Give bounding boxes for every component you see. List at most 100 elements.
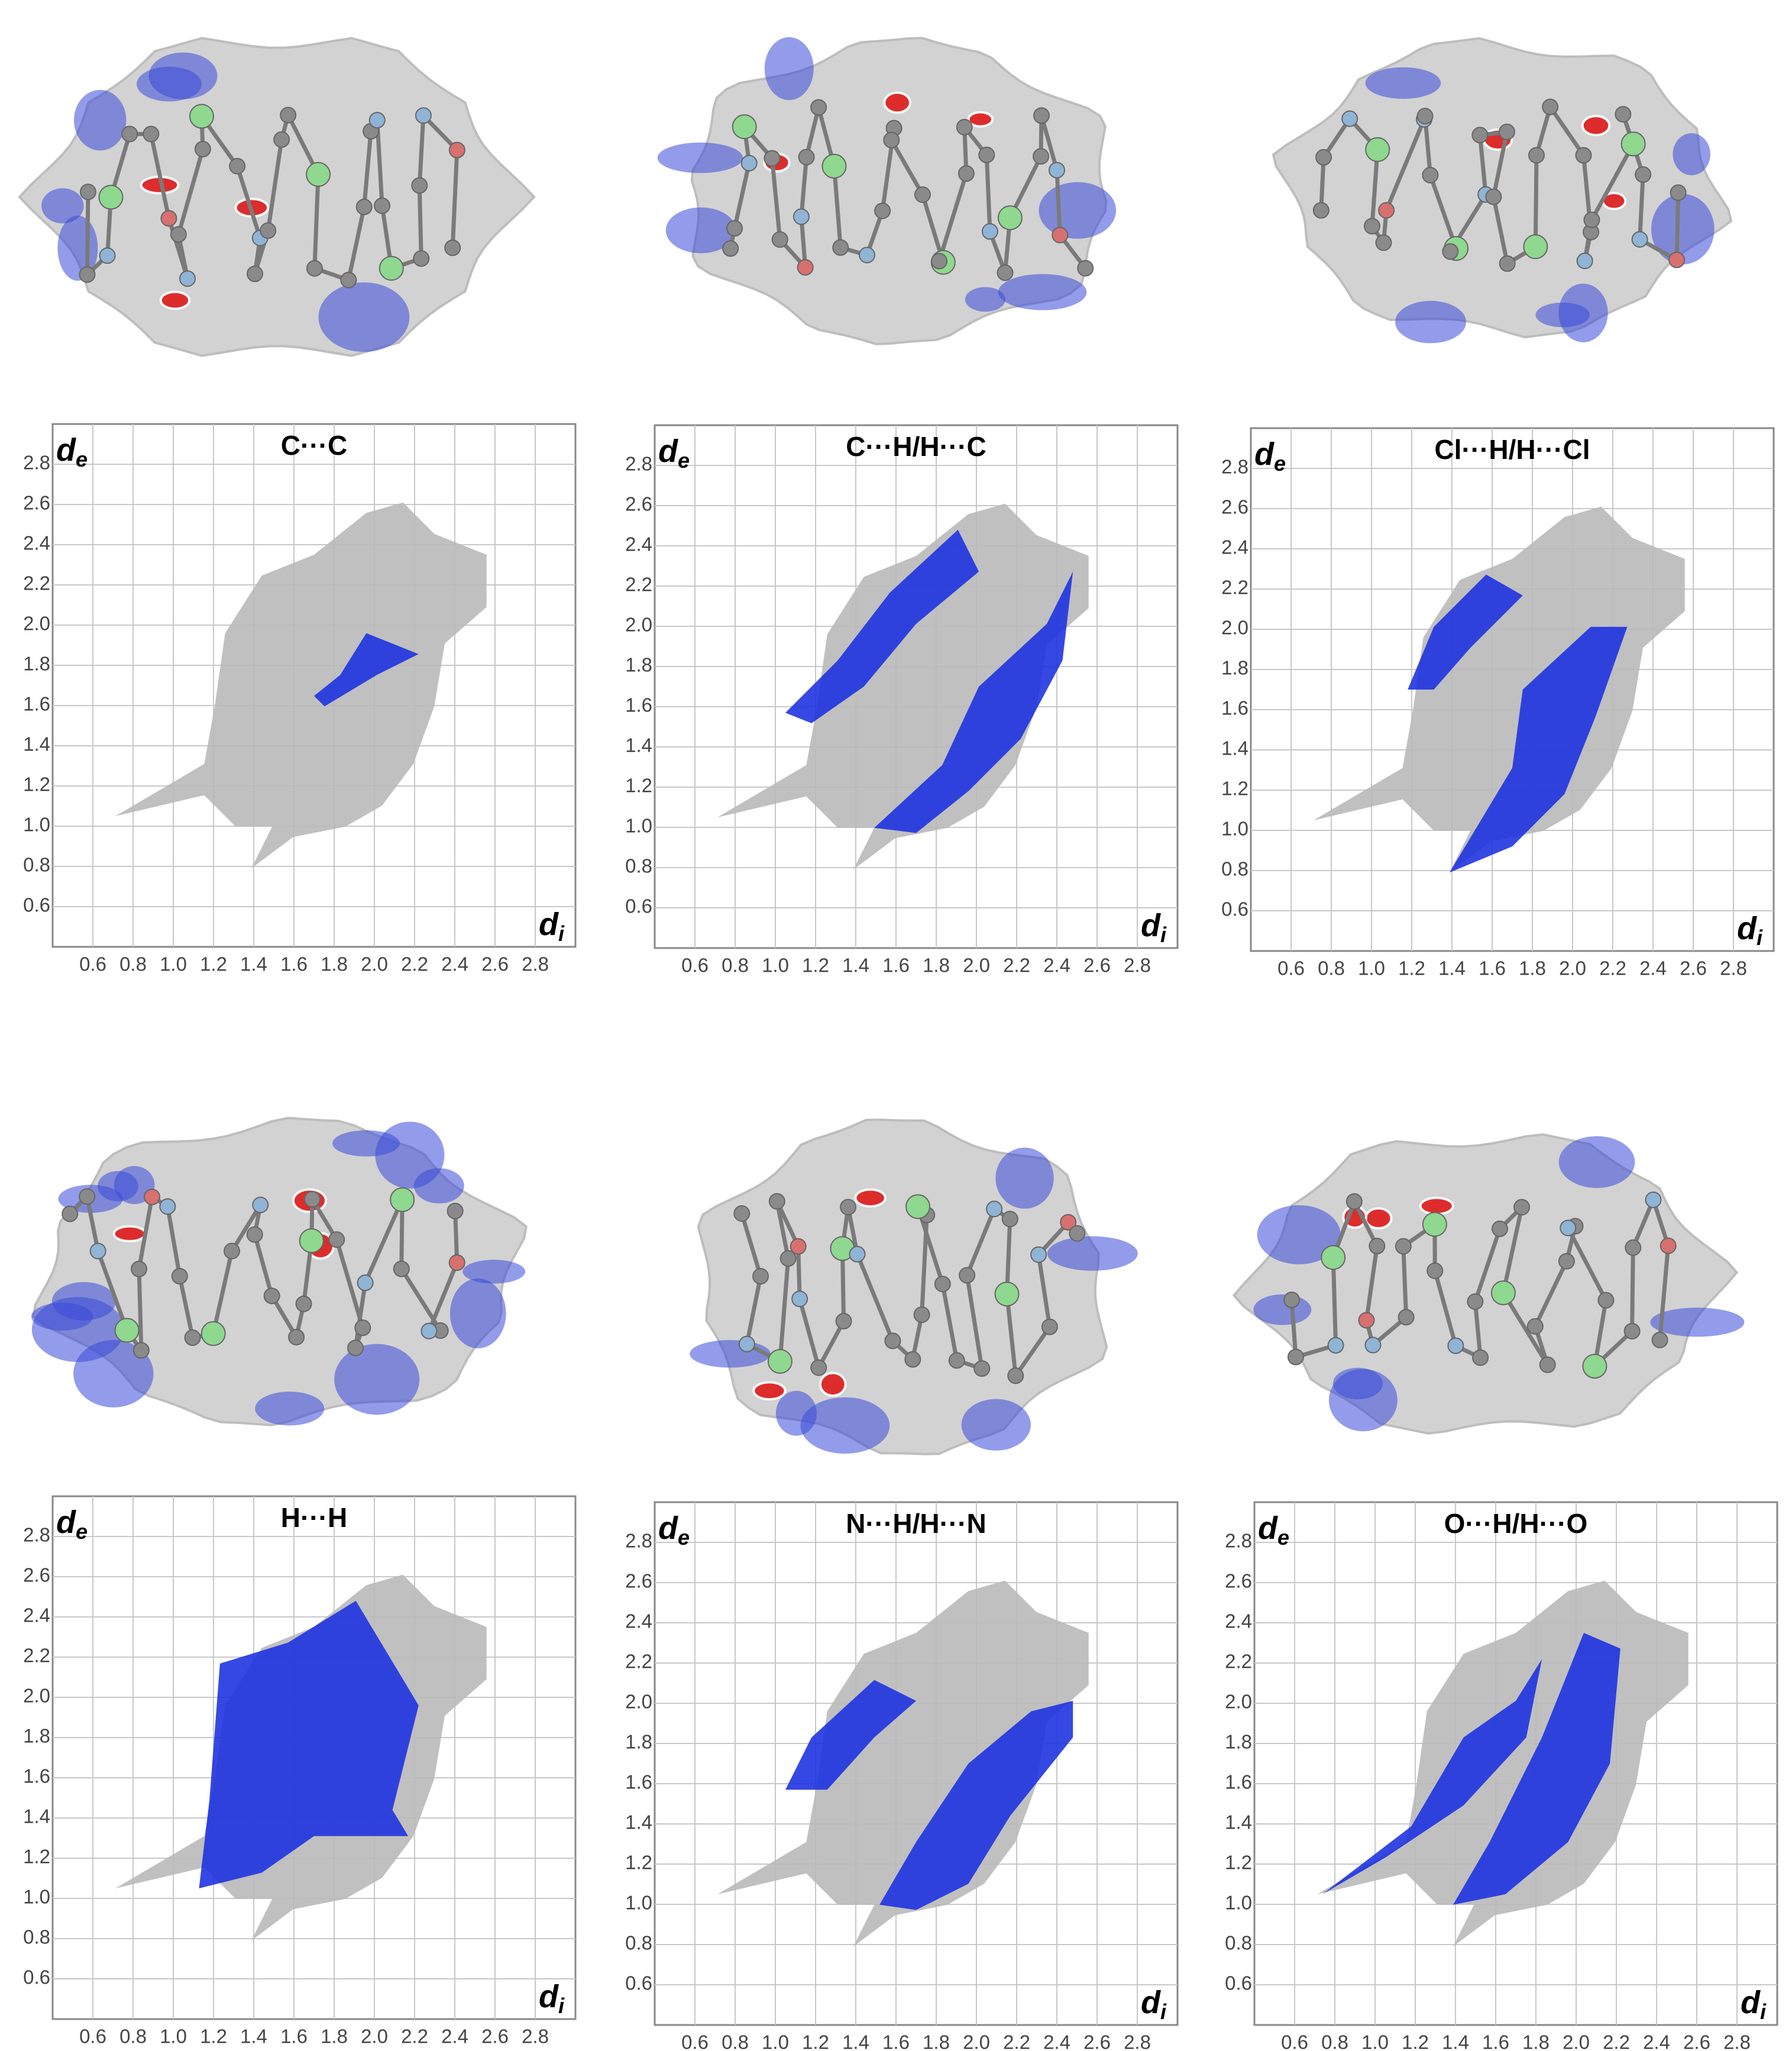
y-tick-label: 1.2 xyxy=(625,1852,652,1874)
full-fingerprint xyxy=(115,502,487,869)
bond xyxy=(965,1208,997,1276)
y-tick-label: 2.4 xyxy=(625,1610,652,1632)
atom xyxy=(1052,227,1069,244)
bond xyxy=(266,139,284,231)
molecular-surface xyxy=(31,1117,528,1426)
x-tick-label: 1.2 xyxy=(200,953,227,975)
bond xyxy=(1534,106,1552,156)
surface xyxy=(18,37,536,357)
y-tick-label: 1.6 xyxy=(23,1765,50,1787)
y-axis-label: de xyxy=(658,1510,690,1549)
chart-title: Cl···H/H···Cl xyxy=(1434,434,1590,465)
fingerprint-plot: 0.6 0.8 1.0 1.2 1.4 1.6 1.8 2.0 2.2 2.4 2.6 2.8 0.6 0… xyxy=(625,1501,1179,2051)
atom xyxy=(798,148,815,166)
x-tick-label: 2.0 xyxy=(1559,957,1586,979)
contact-patch xyxy=(1558,283,1608,342)
y-tick-label: 2.2 xyxy=(1225,1651,1252,1672)
bond xyxy=(1658,1246,1671,1341)
atom xyxy=(171,1267,188,1285)
atom xyxy=(874,202,891,219)
atom xyxy=(121,125,138,143)
bond xyxy=(1533,1260,1569,1328)
atom xyxy=(357,1274,374,1292)
bond xyxy=(96,1250,129,1331)
y-tick-label: 1.2 xyxy=(23,774,50,795)
contact-patch xyxy=(449,1278,506,1348)
x-axis-label-main: d xyxy=(1737,911,1757,946)
x-tick-label: 0.8 xyxy=(119,2026,147,2047)
atom xyxy=(791,1290,808,1308)
contact-region xyxy=(199,1600,419,1888)
bond xyxy=(363,1199,404,1284)
bond xyxy=(312,174,321,268)
bond xyxy=(1674,192,1681,260)
bond xyxy=(1590,143,1635,221)
atom xyxy=(790,1238,807,1255)
y-tick-label: 1.0 xyxy=(23,1886,50,1908)
y-tick-label: 2.6 xyxy=(625,1570,652,1592)
contact-patch xyxy=(800,1397,890,1454)
bond xyxy=(85,1196,101,1252)
x-tick-label: 2.6 xyxy=(481,953,509,975)
x-tick-label: 1.4 xyxy=(842,955,869,976)
atom xyxy=(1583,211,1600,228)
atom xyxy=(740,154,758,172)
chart-title: O···H/H···O xyxy=(1444,1508,1588,1539)
atom xyxy=(224,1243,241,1260)
x-axis-label-main: d xyxy=(1741,1985,1761,2020)
x-tick-label: 1.2 xyxy=(200,2026,227,2047)
atom xyxy=(1033,148,1050,165)
atom xyxy=(1582,1354,1607,1379)
y-tick-label: 0.6 xyxy=(23,894,50,916)
bond xyxy=(1501,1206,1524,1293)
x-axis-label-sub: i xyxy=(1757,926,1763,950)
contact-patch xyxy=(1673,133,1710,176)
atom xyxy=(1341,110,1358,127)
atom xyxy=(1542,98,1559,115)
y-tick-label: 2.8 xyxy=(625,1530,652,1552)
atom xyxy=(1645,1191,1662,1208)
atom xyxy=(448,141,465,158)
y-tick-label: 1.2 xyxy=(23,1846,50,1868)
y-tick-label: 1.6 xyxy=(1225,1771,1252,1793)
bond xyxy=(1566,1227,1608,1302)
y-axis-label: de xyxy=(56,1505,88,1543)
atom xyxy=(994,1282,1020,1307)
atom xyxy=(1499,255,1516,272)
x-tick-label: 2.2 xyxy=(401,953,428,975)
bond xyxy=(211,1250,234,1334)
atom xyxy=(1620,131,1646,157)
atom xyxy=(420,1322,438,1340)
atom xyxy=(1498,124,1515,141)
atom xyxy=(160,210,177,227)
bond xyxy=(346,206,367,281)
bond xyxy=(799,216,808,268)
x-tick-label: 1.0 xyxy=(762,955,789,976)
x-tick-label: 2.6 xyxy=(1680,957,1707,979)
bond xyxy=(889,139,924,196)
y-tick-label: 1.6 xyxy=(23,693,50,715)
y-tick-label: 0.8 xyxy=(23,1926,50,1948)
x-tick-label: 2.4 xyxy=(1639,957,1667,979)
atom xyxy=(295,1295,312,1312)
atom xyxy=(1315,149,1332,166)
bond xyxy=(230,1204,263,1253)
bond xyxy=(817,1320,846,1369)
contact-patch xyxy=(1365,67,1441,99)
x-tick-label: 1.0 xyxy=(1361,2031,1389,2051)
y-tick-label: 0.6 xyxy=(625,1972,652,1994)
y-tick-label: 1.8 xyxy=(23,1725,50,1747)
molecular-surface xyxy=(18,37,536,357)
atom xyxy=(98,185,124,210)
atom xyxy=(1345,1193,1363,1210)
bond xyxy=(796,1246,802,1299)
contact-patch xyxy=(148,52,218,99)
y-tick-label: 2.6 xyxy=(1225,1570,1252,1592)
atom xyxy=(1635,166,1652,183)
bond xyxy=(855,1253,895,1342)
x-tick-label: 1.8 xyxy=(923,955,950,976)
x-tick-label: 2.4 xyxy=(1643,2031,1670,2051)
close-contact xyxy=(112,1225,147,1243)
chart-title: C···H/H···C xyxy=(846,431,986,462)
atom xyxy=(986,1201,1003,1218)
